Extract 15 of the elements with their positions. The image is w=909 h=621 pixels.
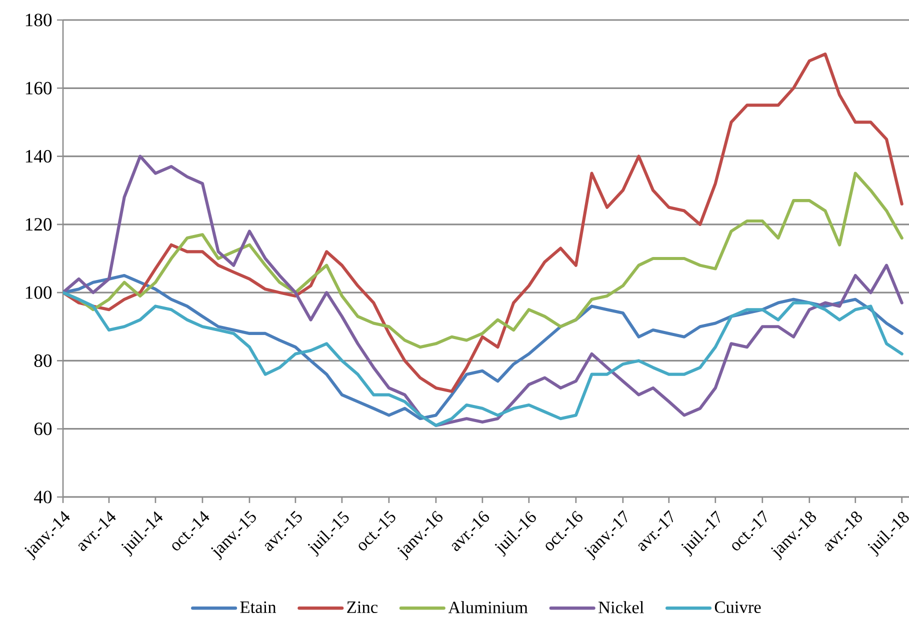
y-tick-label: 40 — [34, 490, 52, 504]
y-tick-label: 180 — [26, 14, 52, 26]
y-tick-label: 60 — [34, 422, 52, 436]
legend-label: Zinc — [347, 601, 378, 614]
y-tick-label: 120 — [26, 218, 52, 231]
y-tick-label: 160 — [26, 82, 52, 94]
legend-label: Nickel — [598, 601, 644, 614]
line-series — [63, 291, 904, 427]
legend-label: Aluminium — [448, 601, 528, 614]
line-series — [63, 154, 904, 427]
y-tick-label: 80 — [34, 354, 52, 368]
y-tick-label: 100 — [26, 286, 52, 299]
legend-label: Cuivre — [714, 601, 761, 614]
y-tick-label: 140 — [26, 150, 52, 163]
legend-label: Etain — [240, 601, 276, 614]
